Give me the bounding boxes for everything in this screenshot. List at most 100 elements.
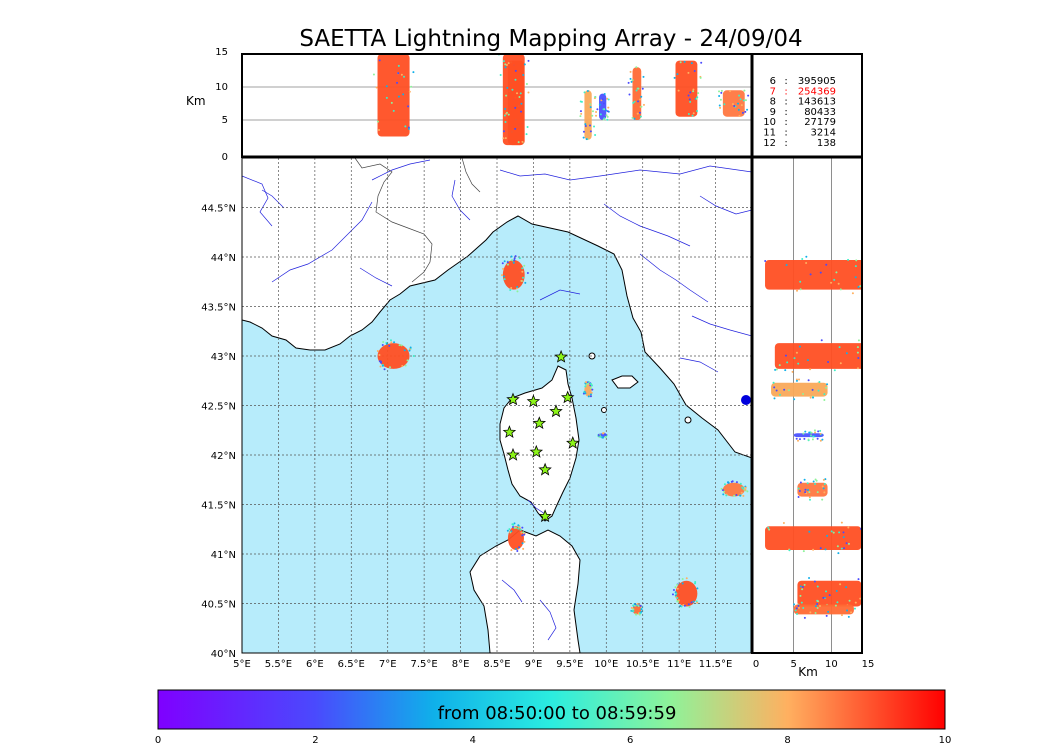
map-source-point — [740, 491, 743, 494]
right-panel-source-point — [825, 263, 828, 266]
top-panel-source-point — [407, 105, 410, 108]
map-source-point — [521, 267, 524, 270]
top-panel-source-point — [637, 87, 640, 90]
sardinia-island — [469, 529, 581, 653]
right-panel-source-point — [806, 359, 809, 362]
top-panel-source-point — [689, 91, 692, 94]
right-panel-source-point — [856, 351, 859, 354]
map-source-point — [519, 528, 522, 531]
right-panel-source-point — [805, 262, 808, 265]
right-panel-source-point — [864, 292, 866, 294]
elba-island — [611, 375, 639, 389]
right-panel-source-point — [833, 278, 836, 281]
right-panel-source-point — [816, 602, 819, 605]
source-count-level: 6 — [770, 76, 776, 87]
latitude-tick-label: 41°N — [211, 550, 236, 561]
top-panel-lightning-column — [632, 67, 642, 120]
map-source-point — [604, 434, 607, 437]
latitude-tick-label: 40°N — [211, 649, 236, 660]
top-panel-source-point — [642, 103, 645, 106]
station-star-marker — [529, 444, 544, 458]
right-panel-source-point — [847, 615, 850, 618]
map-source-point — [696, 587, 699, 590]
top-panel-source-point — [635, 89, 638, 92]
source-count-value: 27179 — [804, 117, 836, 128]
source-count-level: 9 — [770, 107, 776, 118]
map-source-point — [720, 487, 723, 490]
right-panel-lightning-band — [774, 343, 862, 369]
right-panel-source-point — [857, 356, 860, 359]
right-panel-source-point — [821, 438, 824, 441]
station-star-marker — [538, 509, 552, 523]
right-panel-source-point — [809, 498, 812, 501]
right-panel-source-point — [807, 438, 810, 441]
top-panel-source-point — [696, 96, 699, 99]
right-panel-source-point — [838, 531, 841, 534]
right-panel-lightning-band — [793, 604, 854, 615]
top-panel-source-point — [410, 85, 413, 88]
top-panel-source-point — [602, 102, 605, 105]
map-source-point — [408, 349, 411, 352]
right-panel-source-point — [791, 370, 794, 373]
right-panel-source-point — [802, 393, 805, 396]
right-panel-source-point — [840, 614, 843, 617]
map-source-point — [599, 435, 602, 438]
source-count-level: 11 — [763, 128, 776, 139]
source-count-box: 6:3959057:2543698:1436139:8043310:271791… — [753, 54, 862, 157]
right-panel-source-point — [795, 379, 798, 382]
map-source-point — [509, 531, 512, 534]
map-source-point — [393, 341, 396, 344]
station-star-marker — [506, 447, 520, 461]
right-panel-source-point — [854, 265, 857, 268]
right-panel-source-point — [825, 590, 828, 593]
right-panel-source-point — [808, 577, 811, 580]
map-source-point — [526, 272, 529, 275]
right-panel-source-point — [797, 604, 800, 607]
right-panel-source-point — [818, 605, 821, 608]
right-panel-source-point — [801, 257, 804, 260]
top-panel-source-point — [693, 70, 696, 73]
map-source-point — [521, 534, 524, 537]
map-source-point — [389, 366, 392, 369]
right-panel-source-point — [819, 429, 822, 432]
map-source-point — [524, 281, 527, 284]
right-panel-source-point — [819, 271, 822, 274]
top-panel-source-point — [687, 71, 690, 74]
top-panel-source-point — [397, 72, 400, 75]
top-panel-source-point — [677, 89, 680, 92]
top-panel-source-point — [520, 102, 523, 105]
right-panel-source-point — [800, 601, 803, 604]
top-panel-source-point — [525, 83, 528, 86]
right-panel-source-point — [839, 583, 842, 586]
top-panel-source-point — [690, 62, 693, 65]
top-panel-source-point — [504, 120, 507, 123]
top-panel-source-point — [378, 129, 381, 132]
right-panel-source-point — [799, 280, 802, 283]
right-panel-lightning-band — [765, 259, 862, 290]
map-source-point — [639, 604, 642, 607]
top-panel-source-point — [589, 124, 592, 127]
top-panel-source-point — [504, 137, 507, 140]
top-panel-source-point — [628, 93, 631, 96]
top-panel-source-point — [502, 130, 505, 133]
map-source-point — [516, 549, 519, 552]
right-panel-source-point — [842, 531, 845, 534]
map-source-point — [586, 382, 589, 385]
top-panel-source-point — [746, 108, 749, 111]
top-panel-source-point — [514, 78, 517, 81]
map-source-point — [522, 531, 525, 534]
right-panel-source-point — [798, 378, 801, 381]
right-panel-source-point — [801, 588, 804, 591]
top-panel-lightning-column — [675, 60, 698, 117]
map-source-point — [512, 526, 515, 529]
map-panel: 5°E 5.5°E 6°E 6.5°E 7°E 7.5°E 8°E 8.5°E 9°E 9.5°E… — [201, 157, 753, 670]
map-source-point — [584, 381, 587, 384]
right-panel-source-point — [832, 531, 835, 534]
right-panel-source-point — [807, 379, 810, 382]
top-panel-source-point — [687, 112, 690, 115]
top-panel-source-point — [404, 125, 407, 128]
right-panel-source-point — [845, 586, 848, 589]
right-panel-source-point — [836, 545, 839, 548]
top-panel-source-point — [695, 97, 698, 100]
